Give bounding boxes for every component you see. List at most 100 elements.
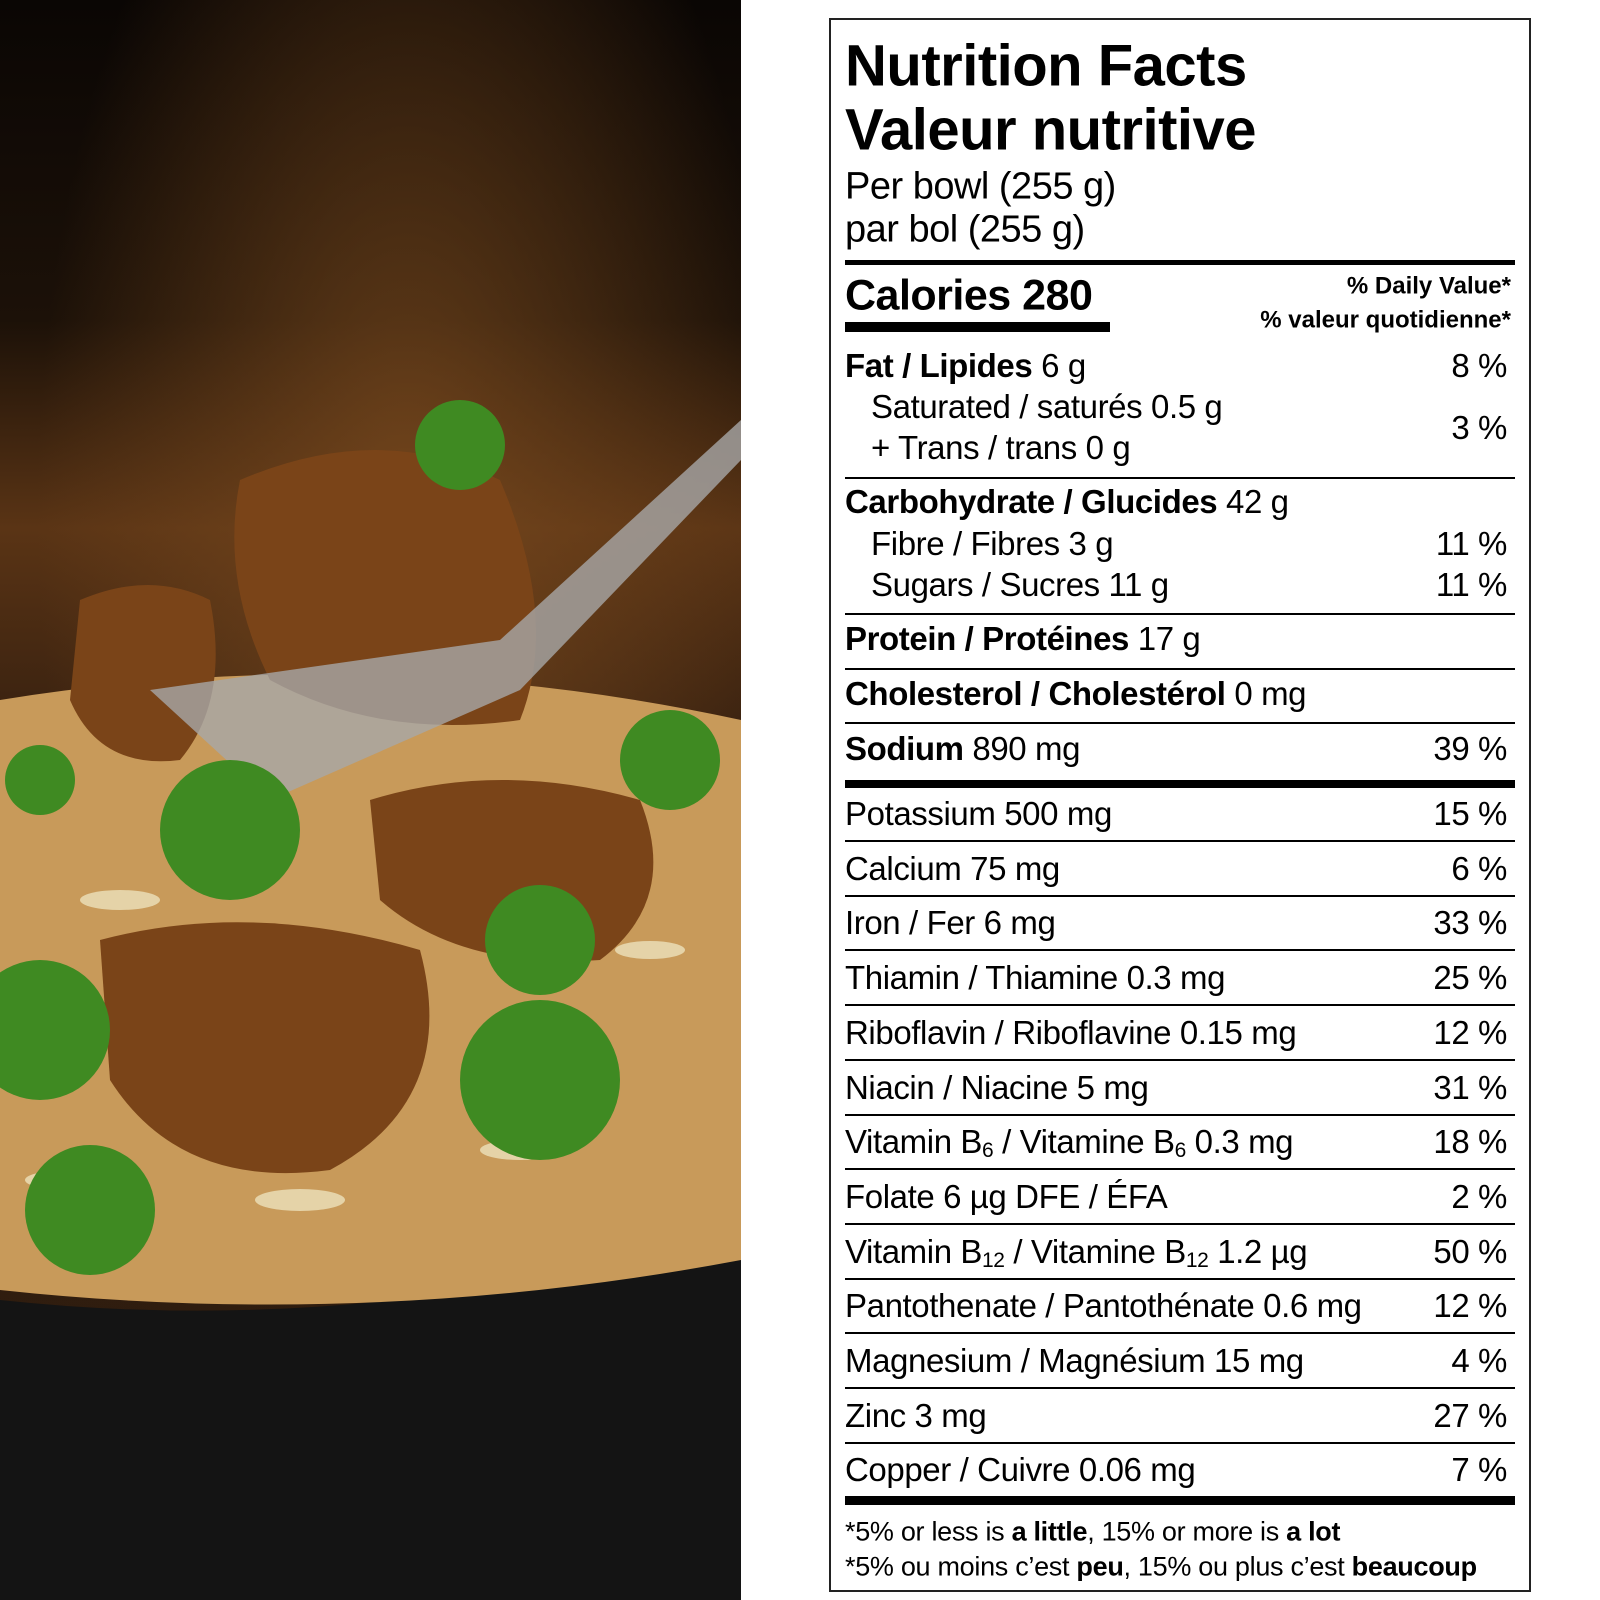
divider: [845, 722, 1515, 724]
label-text-segment: Magnesium / Magnésium 15 mg: [845, 1342, 1304, 1379]
label-text-segment: 6: [1174, 1139, 1187, 1163]
nutrient-row: Protein / Protéines 17 g: [845, 620, 1201, 658]
divider: [845, 840, 1515, 842]
daily-value-percent: 50 %: [1433, 1232, 1507, 1270]
label-text-segment: Copper / Cuivre 0.06 mg: [845, 1451, 1196, 1489]
daily-value-percent: 15 %: [1433, 795, 1507, 832]
label-text-segment: 6 g: [1032, 347, 1086, 384]
nutrient-row: + Trans / trans 0 g: [871, 429, 1131, 467]
label-text-segment: *5% ou moins c’est: [845, 1551, 1077, 1582]
daily-value-percent: 2 %: [1451, 1177, 1507, 1215]
nutrient-row: Riboflavin / Riboflavine 0.15 mg: [845, 1013, 1297, 1052]
daily-value-percent: 4 %: [1451, 1342, 1507, 1379]
daily-value-percent: 18 %: [1433, 1123, 1507, 1161]
label-text-segment: 890 mg: [963, 730, 1081, 767]
label-text-segment: Zinc 3 mg: [845, 1396, 987, 1434]
label-text-segment: Sugars / Sucres 11 g: [871, 566, 1169, 603]
label-text-segment: 17 g: [1128, 620, 1201, 657]
label-text-segment: + Trans / trans 0 g: [871, 429, 1131, 466]
nutrient-row: Saturated / saturés 0.5 g: [871, 388, 1223, 426]
label-text-segment: 12: [1185, 1248, 1209, 1272]
label-text-segment: , 15% ou plus c’est: [1123, 1551, 1352, 1582]
label-text-segment: Cholesterol / Cholestérol: [845, 675, 1226, 712]
nutrient-row: Iron / Fer 6 mg: [845, 904, 1056, 942]
daily-value-percent: 12 %: [1433, 1287, 1507, 1325]
label-text-segment: Pantothenate / Pantothénate 0.6 mg: [845, 1287, 1362, 1325]
divider: [845, 1222, 1515, 1225]
daily-value-percent: 33 %: [1433, 904, 1507, 942]
nutrient-row: Cholesterol / Cholestérol 0 mg: [845, 675, 1307, 713]
label-text-segment: Calcium 75 mg: [845, 849, 1060, 887]
label-text-segment: beaucoup: [1351, 1551, 1477, 1582]
nutrient-row: Niacin / Niacine 5 mg: [845, 1068, 1149, 1107]
label-text-segment: Riboflavin / Riboflavine 0.15 mg: [845, 1013, 1297, 1051]
divider: [845, 1058, 1515, 1061]
divider: [845, 477, 1515, 479]
label-text-segment: a lot: [1286, 1516, 1341, 1547]
label-text-segment: / Vitamine B: [1004, 1232, 1186, 1270]
daily-value-percent: 7 %: [1451, 1451, 1507, 1489]
label-text-segment: Fibre / Fibres 3 g: [871, 525, 1114, 562]
divider: [845, 780, 1515, 788]
title-en: Nutrition Facts: [845, 33, 1247, 99]
nutrient-row: Pantothenate / Pantothénate 0.6 mg: [845, 1287, 1362, 1325]
daily-value-percent: 12 %: [1433, 1013, 1507, 1051]
label-text-segment: *5% or less is: [845, 1516, 1012, 1547]
label-text-segment: Potassium 500 mg: [845, 795, 1112, 832]
label-text-segment: Carbohydrate / Glucides: [845, 483, 1218, 520]
label-text-segment: 12: [982, 1248, 1005, 1272]
nutrient-row: Fat / Lipides 6 g: [845, 347, 1086, 385]
title-fr: Valeur nutritive: [845, 97, 1257, 163]
nutrient-row: Copper / Cuivre 0.06 mg: [845, 1451, 1196, 1489]
divider: [845, 1441, 1515, 1444]
daily-value-percent: 27 %: [1433, 1396, 1507, 1434]
label-text-segment: Folate 6 µg DFE / ÉFA: [845, 1177, 1168, 1215]
nutrient-row: Sodium 890 mg: [845, 730, 1080, 768]
nutrient-row: Magnesium / Magnésium 15 mg: [845, 1342, 1304, 1380]
food-photo: [0, 0, 741, 1600]
daily-value-percent: 11 %: [1435, 566, 1508, 603]
label-text-segment: 42 g: [1217, 483, 1289, 520]
serving-size-fr: par bol (255 g): [845, 208, 1085, 251]
divider: [845, 894, 1515, 897]
label-text-segment: 0 mg: [1225, 675, 1307, 712]
label-text-segment: / Vitamine B: [993, 1123, 1175, 1161]
nutrient-row: Carbohydrate / Glucides 42 g: [845, 483, 1289, 521]
footnote-en: *5% or less is a little, 15% or more is …: [845, 1517, 1340, 1548]
label-text-segment: Protein / Protéines: [845, 620, 1129, 657]
label-text-segment: Sodium: [845, 730, 964, 767]
label-text-segment: peu: [1076, 1551, 1124, 1582]
daily-value-percent: 31 %: [1433, 1068, 1507, 1106]
nutrition-facts-label: Nutrition Facts Valeur nutritive Per bow…: [829, 18, 1531, 1592]
divider-thick: [845, 1496, 1515, 1505]
daily-value-header-fr: % valeur quotidienne*: [1260, 306, 1511, 334]
daily-value-percent: 6 %: [1451, 849, 1507, 887]
label-text-segment: Thiamin / Thiamine 0.3 mg: [845, 959, 1226, 997]
nutrient-row: Thiamin / Thiamine 0.3 mg: [845, 959, 1225, 997]
nutrient-row: Calcium 75 mg: [845, 850, 1060, 888]
label-text-segment: 0.3 mg: [1185, 1123, 1294, 1161]
divider: [845, 1332, 1515, 1335]
footnote-fr: *5% ou moins c’est peu, 15% ou plus c’es…: [845, 1552, 1477, 1583]
label-text-segment: 1.2 µg: [1208, 1232, 1308, 1270]
nutrient-row: Vitamin B12 / Vitamine B12 1.2 µg: [845, 1232, 1308, 1272]
label-text-segment: Niacin / Niacine 5 mg: [845, 1068, 1149, 1106]
divider: [845, 613, 1515, 615]
nutrient-row: Folate 6 µg DFE / ÉFA: [845, 1177, 1168, 1216]
daily-value-percent: 3 %: [1451, 409, 1507, 446]
serving-size-en: Per bowl (255 g): [845, 165, 1116, 208]
daily-value-percent: 39 %: [1433, 730, 1507, 767]
divider: [845, 949, 1515, 952]
label-text-segment: Vitamin B: [845, 1123, 983, 1161]
nutrient-row: Zinc 3 mg: [845, 1396, 987, 1435]
divider: [845, 1277, 1515, 1280]
label-text-segment: Iron / Fer 6 mg: [845, 904, 1056, 942]
label-text-segment: , 15% or more is: [1087, 1516, 1287, 1547]
calories-bar: [845, 322, 1110, 332]
nutrient-row: Fibre / Fibres 3 g: [871, 525, 1114, 563]
divider: [845, 1168, 1515, 1171]
divider: [845, 1113, 1515, 1116]
daily-value-percent: 8 %: [1451, 347, 1507, 384]
label-text-segment: a little: [1011, 1516, 1088, 1547]
divider: [845, 668, 1515, 670]
